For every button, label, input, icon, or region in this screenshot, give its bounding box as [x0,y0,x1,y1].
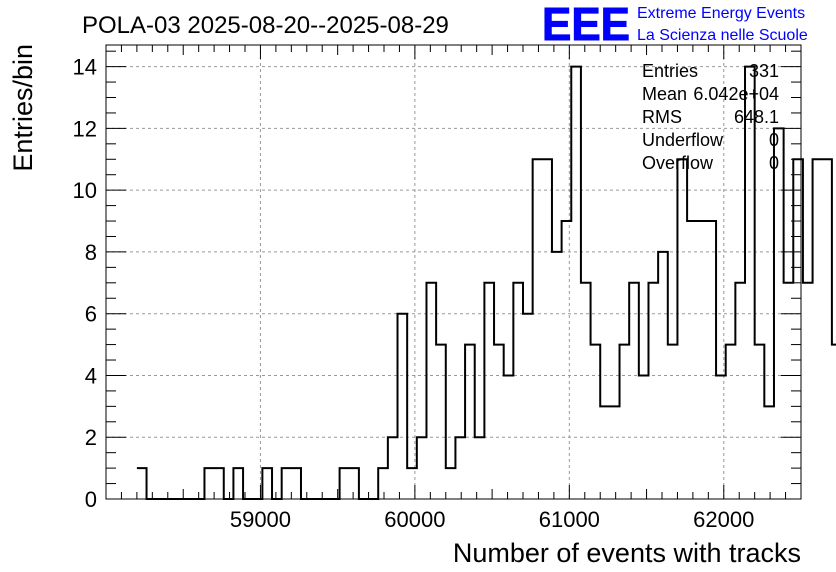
histogram-bin [668,345,678,499]
histogram-bin [388,437,398,499]
histogram-bin [591,345,601,499]
histogram-bin [571,67,581,499]
stats-label: Mean [642,84,687,104]
y-tick-label: 6 [85,302,97,327]
histogram-bin [813,159,823,499]
histogram-bin [282,468,292,499]
x-tick-label: 59000 [230,507,291,532]
histogram-bin [735,283,745,499]
histogram-bin [436,345,446,499]
histogram-bin [600,406,610,499]
histogram-bin [755,345,765,499]
histogram-bin [291,468,301,499]
stats-value: 0 [769,130,779,150]
histogram-bin [475,437,485,499]
histogram-bin [484,283,494,499]
histogram-bin [523,314,533,499]
histogram-bin [446,468,456,499]
histogram-bin [803,283,813,499]
stats-label: Underflow [642,130,724,150]
histogram-outline [136,65,836,500]
histogram-bin [620,345,630,499]
histogram-bin [417,437,427,499]
y-tick-label: 12 [73,116,97,141]
stats-box: Entries 331 Mean 6.042e+04 RMS 648.1 Underflow… [642,61,779,173]
histogram-bin [610,406,620,499]
y-tick-label: 0 [85,487,97,512]
histogram-bin [214,468,224,499]
x-axis-title: Number of events with tracks [453,538,801,568]
x-tick-label: 61000 [539,507,600,532]
histogram-bin [648,283,658,499]
histogram-bin [822,159,832,499]
axis-ticks [106,45,802,500]
y-tick-label: 14 [73,55,97,80]
y-tick-label: 8 [85,240,97,265]
y-tick-label: 4 [85,363,97,388]
stats-label: Overflow [642,153,714,173]
histogram-bin [687,221,697,499]
logo-line-2: La Scienza nelle Scuole [637,27,808,44]
x-tick-label: 60000 [384,507,445,532]
stats-value: 6.042e+04 [693,84,779,104]
grid-lines [106,45,801,499]
stats-label: RMS [642,107,682,127]
tick-labels: 59000 60000 61000 62000 0 2 4 6 8 10 12 14 [73,55,755,532]
stats-value: 0 [769,153,779,173]
histogram-bin [262,468,272,499]
histogram-bin [726,345,736,499]
histogram-bin [398,314,408,499]
histogram-bin [349,468,359,499]
logo-line-1: Extreme Energy Events [637,5,805,22]
y-tick-label: 2 [85,425,97,450]
x-tick-label: 62000 [693,507,754,532]
histogram-bin [533,159,543,499]
histogram-bin [629,283,639,499]
histogram-bin [233,468,243,499]
histogram-bin [426,283,436,499]
plot-frame [105,44,802,500]
histogram-bin [513,283,523,499]
eee-logo-mark: EEE [542,0,630,50]
histogram-bin [706,221,716,499]
y-tick-label: 10 [73,178,97,203]
stats-value: 331 [749,61,779,81]
histogram-bin [832,345,836,499]
histogram-bin [494,345,504,499]
eee-logo: EEE Extreme Energy Events La Scienza nel… [542,0,808,51]
histogram-bin [745,67,755,499]
stats-value: 648.1 [734,107,779,127]
histogram-bin [697,221,707,499]
histogram-bin [340,468,350,499]
histogram-bin [677,159,687,499]
chart-title: POLA-03 2025-08-20--2025-08-29 [82,12,449,39]
histogram-bin [455,437,465,499]
histogram-bin [378,468,388,499]
stats-label: Entries [642,61,698,81]
histogram-bin [204,468,214,499]
y-axis-title: Entries/bin [8,44,38,172]
histogram-bin [465,345,475,499]
histogram-bin [581,283,591,499]
histogram-bin [137,468,147,499]
histogram-bin [542,159,552,499]
histogram-bin [764,406,774,499]
